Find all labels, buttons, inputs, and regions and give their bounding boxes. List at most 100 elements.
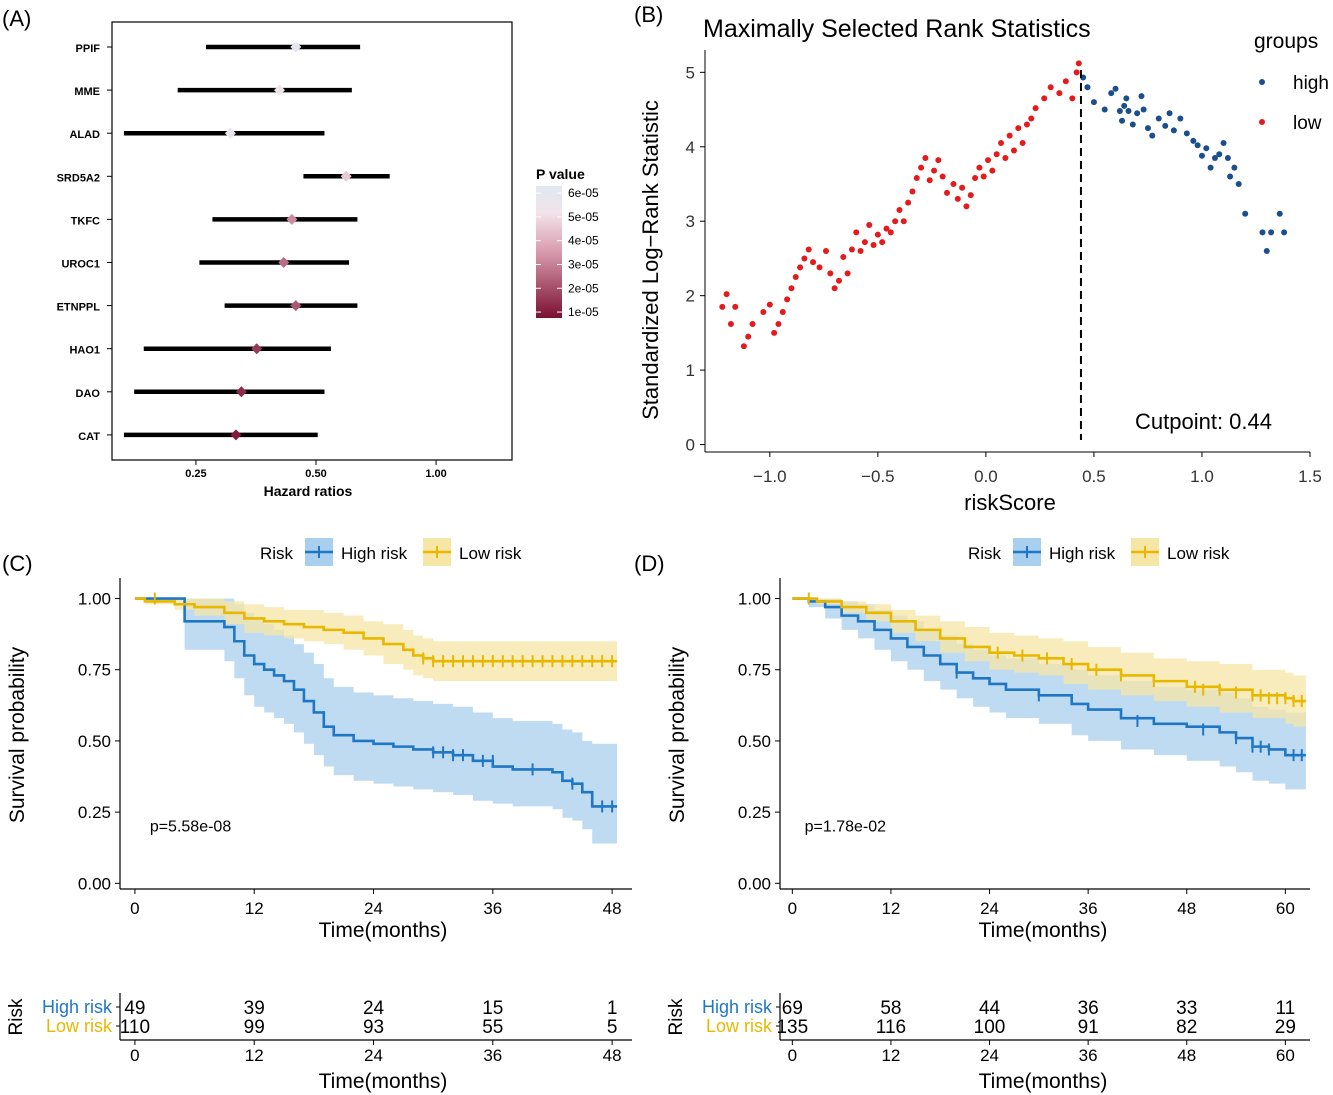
risk-table-x-tick-label: 0 — [130, 1046, 139, 1065]
scatter-point-high — [1134, 110, 1141, 117]
km-curve — [134, 597, 618, 663]
risk-table-count: 116 — [876, 1017, 906, 1038]
km-legend-label: Low risk — [459, 544, 522, 563]
scatter-y-tick-label: 1 — [686, 361, 695, 380]
scatter-point-high — [1125, 108, 1132, 115]
scatter-point-low — [827, 270, 834, 277]
groups-legend-key — [1259, 119, 1265, 125]
km-plot-c: Risk High risk Low risk Survival probabil… — [6, 538, 632, 1093]
scatter-x-tick-label: −0.5 — [861, 467, 895, 486]
scatter-point-high — [1198, 152, 1205, 159]
scatter-point-high — [1220, 140, 1227, 147]
risk-table-title-d: Risk — [666, 998, 687, 1035]
km-x-tick-label: 12 — [245, 899, 264, 918]
scatter-points — [719, 60, 1288, 350]
scatter-point-high — [1231, 164, 1238, 171]
scatter-point-low — [1019, 140, 1026, 147]
km-legend-label: High risk — [341, 544, 408, 563]
km-x-tick-label: 24 — [364, 899, 383, 918]
scatter-point-low — [879, 239, 886, 246]
scatter-point-high — [1084, 84, 1091, 91]
risk-table-count: 39 — [244, 998, 265, 1019]
scatter-title: Maximally Selected Rank Statistics — [703, 15, 1091, 43]
scatter-point-low — [980, 173, 987, 180]
risk-table-count: 29 — [1275, 1017, 1296, 1038]
scatter-point-low — [749, 320, 756, 327]
risk-table-x-tick-label: 24 — [364, 1046, 383, 1065]
scatter-point-low — [972, 175, 979, 182]
scatter-point-high — [1227, 173, 1234, 180]
scatter-point-low — [874, 231, 881, 238]
scatter-point-low — [989, 167, 996, 174]
scatter-point-low — [967, 192, 974, 199]
risk-table-count: 58 — [880, 998, 901, 1019]
km-y-tick-label: 1.00 — [738, 590, 771, 609]
km-curve — [792, 597, 1306, 757]
forest-point — [286, 213, 298, 225]
scatter-point-low — [771, 329, 778, 336]
scatter-point-low — [1002, 154, 1009, 161]
risk-table-row-label: Low risk — [46, 1016, 113, 1036]
risk-table-x-tick-label: 60 — [1276, 1046, 1295, 1065]
scatter-point-low — [775, 320, 782, 327]
risk-table-x-tick-label: 0 — [788, 1046, 797, 1065]
scatter-point-low — [950, 181, 957, 187]
risk-table-x-axis-label-d: Time(months) — [979, 1070, 1108, 1093]
groups-legend: groups high low — [1254, 30, 1329, 134]
scatter-x-tick-label: −1.0 — [753, 467, 787, 486]
km-y-tick-label: 0.00 — [78, 874, 111, 893]
scatter-point-low — [719, 303, 726, 310]
risk-table-x-tick-label: 12 — [245, 1046, 264, 1065]
p-value-legend: P value 6e-05 5e-05 4e-05 3e-05 2e-05 1e-05 — [536, 166, 599, 319]
forest-plot-frame — [111, 21, 513, 461]
scatter-point-low — [1010, 147, 1017, 154]
scatter-point-low — [1062, 78, 1069, 85]
scatter-point-high — [1138, 93, 1145, 100]
scatter-point-high — [1216, 151, 1223, 158]
p-value-legend-tick-label: 6e-05 — [568, 186, 599, 200]
scatter-point-low — [766, 301, 773, 308]
scatter-point-low — [1069, 95, 1076, 102]
scatter-point-low — [840, 253, 847, 260]
forest-x-tick-label: 0.25 — [185, 468, 206, 480]
scatter-point-high — [1090, 99, 1097, 106]
scatter-point-high — [1224, 154, 1231, 161]
scatter-x-tick-label: 0.0 — [974, 467, 998, 486]
scatter-point-low — [1028, 115, 1035, 122]
forest-gene-label: UROC1 — [61, 259, 100, 271]
forest-point — [230, 429, 242, 441]
km-y-tick-label: 0.75 — [78, 661, 111, 680]
risk-table-count: 110 — [120, 1017, 150, 1038]
risk-table-count: 93 — [363, 1017, 384, 1038]
risk-table-x-tick-label: 12 — [881, 1046, 900, 1065]
groups-legend-label: high — [1293, 73, 1329, 94]
risk-table-row-label: High risk — [42, 997, 113, 1017]
scatter-point-low — [788, 285, 795, 292]
risk-table-title-c: Risk — [6, 998, 27, 1035]
km-y-tick-label: 0.25 — [738, 803, 771, 822]
scatter-point-low — [1023, 121, 1030, 128]
scatter-point-high — [1170, 127, 1177, 134]
cutpoint-label: Cutpoint: 0.44 — [1135, 409, 1272, 434]
scatter-point-low — [857, 248, 864, 254]
risk-table-x-tick-label: 48 — [603, 1046, 622, 1065]
scatter-point-high — [1166, 110, 1173, 117]
p-value-legend-tick-label: 3e-05 — [568, 257, 599, 271]
scatter-point-low — [993, 151, 1000, 158]
scatter-point-low — [1032, 105, 1039, 112]
km-x-tick-label: 12 — [881, 899, 900, 918]
scatter-point-low — [866, 221, 873, 228]
scatter-point-high — [1121, 102, 1128, 109]
scatter-point-low — [998, 140, 1005, 147]
scatter-point-low — [810, 259, 817, 266]
scatter-point-low — [779, 309, 786, 316]
scatter-point-low — [931, 167, 938, 174]
scatter-point-high — [1101, 106, 1108, 113]
scatter-point-low — [1075, 60, 1082, 67]
scatter-point-high — [1263, 248, 1270, 254]
scatter-point-low — [831, 285, 838, 292]
km-x-tick-label: 60 — [1276, 899, 1295, 918]
km-plot-d: Risk High risk Low risk Survival probabil… — [666, 538, 1310, 1093]
km-y-axis-label-d: Survival probability — [666, 646, 689, 823]
